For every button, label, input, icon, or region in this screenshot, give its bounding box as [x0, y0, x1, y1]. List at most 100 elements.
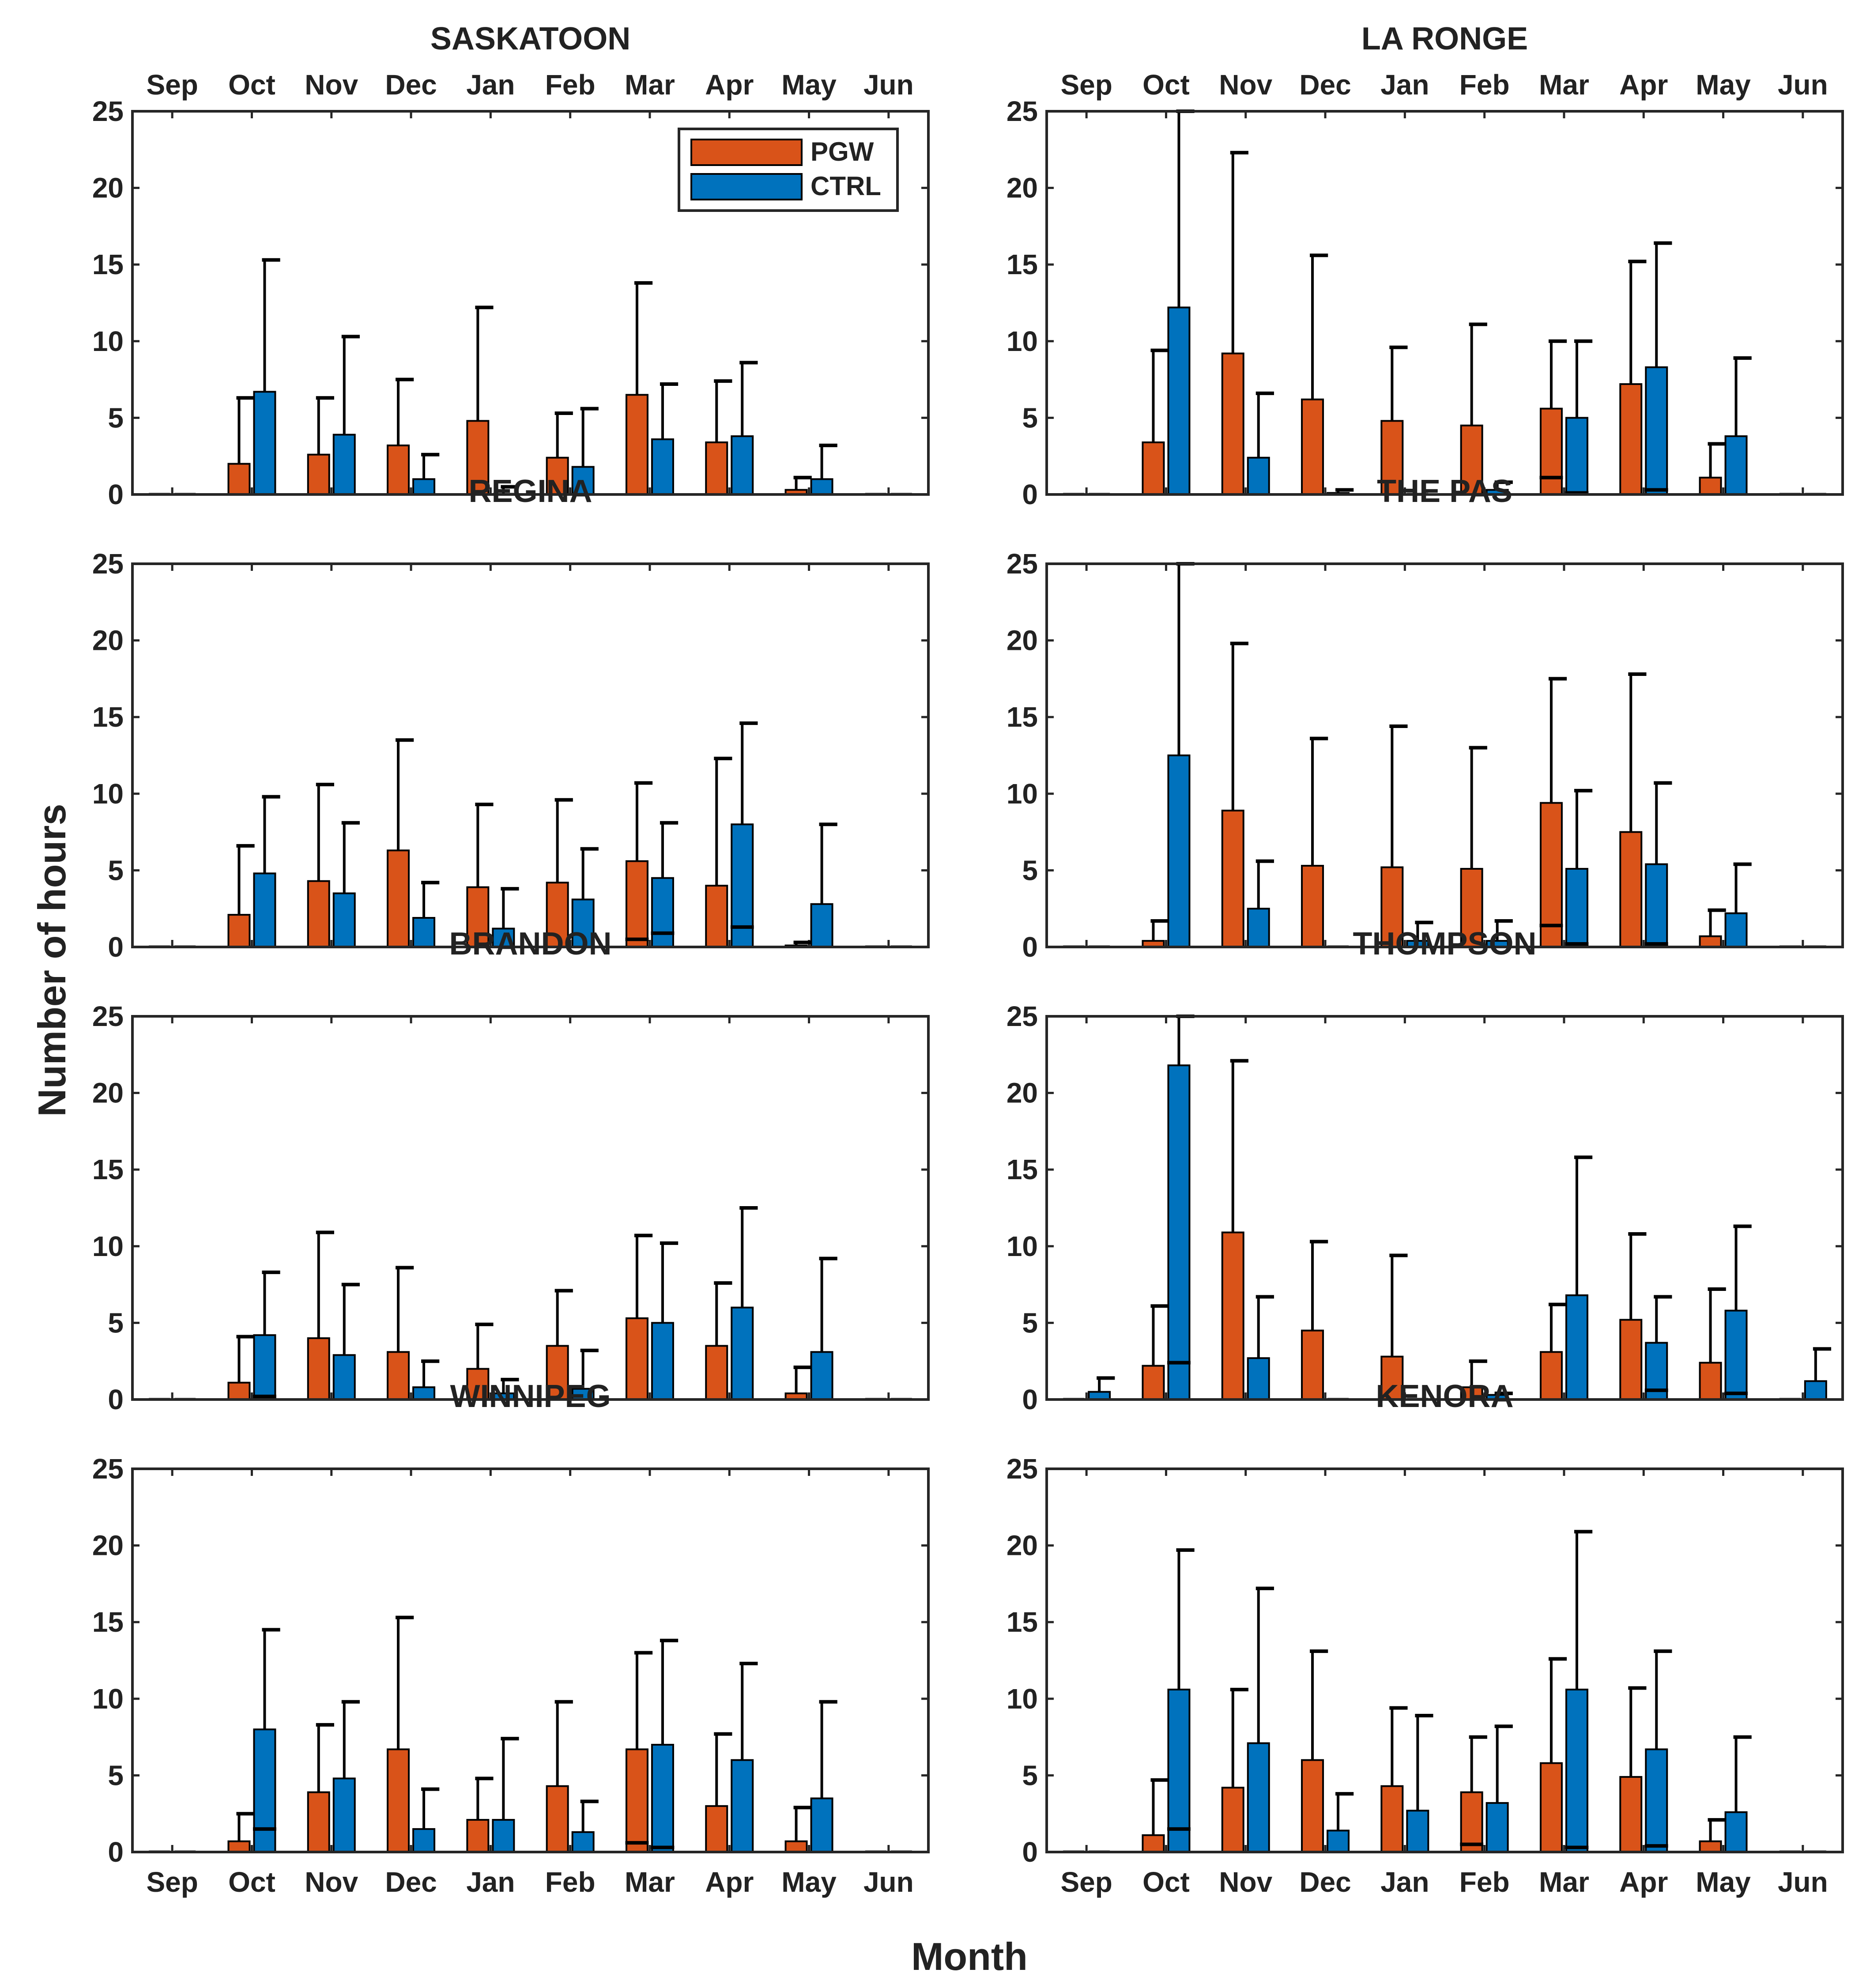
- bar-pgw: [1221, 1787, 1244, 1853]
- panel-kenora: KENORA 0 5 10 15 20 25 Sep Oct Nov Dec Jan Feb Mar Apr…: [1007, 1379, 1844, 1898]
- bar-ctrl: [651, 438, 674, 495]
- bar-ctrl: [1724, 435, 1748, 496]
- panel-title: REGINA: [468, 474, 592, 509]
- y-tick-label: 10: [1007, 778, 1038, 810]
- x-tick-label: Nov: [305, 1866, 358, 1898]
- y-tick-label: 10: [1007, 325, 1038, 357]
- bar-ctrl: [731, 1306, 754, 1400]
- x-tick-label-top: Feb: [545, 69, 596, 101]
- bar-pgw: [1699, 476, 1722, 495]
- legend-swatch-ctrl: [690, 173, 803, 200]
- bar-pgw: [1460, 1791, 1483, 1853]
- bar-ctrl: [1167, 754, 1191, 948]
- bar-pgw: [625, 1317, 648, 1400]
- x-tick-label-top: Feb: [1459, 69, 1510, 101]
- y-tick-label: 5: [108, 402, 124, 434]
- y-tick-label: 20: [1007, 1530, 1038, 1562]
- bar-ctrl: [1485, 1802, 1509, 1853]
- legend-label-pgw: PGW: [811, 137, 874, 166]
- y-tick-label: 5: [1022, 1307, 1038, 1339]
- bar-pgw: [1699, 935, 1722, 948]
- bar-ctrl: [571, 1388, 595, 1401]
- bar-pgw: [705, 441, 728, 496]
- y-tick-label: 20: [92, 1530, 124, 1562]
- bar-ctrl: [1247, 1742, 1270, 1853]
- panel-title: WINNIPEG: [450, 1379, 611, 1414]
- y-tick-label: 0: [1022, 931, 1038, 963]
- y-tick-label: 0: [108, 479, 124, 510]
- bar-ctrl: [1565, 868, 1588, 948]
- panel-title: LA RONGE: [1361, 21, 1528, 57]
- y-tick-label: 25: [92, 548, 124, 580]
- bar-pgw: [1539, 407, 1563, 495]
- panel-title: SASKATOON: [430, 21, 630, 57]
- bar-ctrl: [1327, 1830, 1350, 1853]
- x-tick-label-top: Oct: [228, 69, 275, 101]
- y-tick-label: 15: [92, 701, 124, 733]
- bar-ctrl: [1247, 908, 1270, 948]
- bar-pgw: [1539, 1762, 1563, 1853]
- bar-ctrl: [412, 1386, 436, 1401]
- y-tick-label: 10: [1007, 1230, 1038, 1262]
- panel-winnipeg: WINNIPEG 0 5 10 15 20 25 Sep Oct Nov Dec Jan Feb Mar A…: [92, 1379, 930, 1898]
- bar-pgw: [1142, 1834, 1165, 1853]
- bar-ctrl: [1645, 366, 1668, 495]
- x-tick-label-top: May: [781, 69, 837, 101]
- y-tick-label: 20: [92, 172, 124, 204]
- bar-pgw: [1301, 864, 1324, 948]
- bar-pgw: [387, 1748, 410, 1853]
- x-tick-label: Apr: [705, 1866, 754, 1898]
- y-tick-label: 0: [1022, 479, 1038, 510]
- bar-pgw: [1221, 809, 1244, 948]
- y-axis-label: Number of hours: [30, 804, 74, 1117]
- x-axis-label: Month: [911, 1935, 1028, 1978]
- x-tick-label: Sep: [1060, 1866, 1112, 1898]
- bar-ctrl: [810, 1351, 833, 1400]
- x-tick-label: May: [1696, 1866, 1751, 1898]
- y-tick-label: 5: [1022, 1759, 1038, 1791]
- x-tick-label: Mar: [1539, 1866, 1589, 1898]
- bar-ctrl: [332, 892, 356, 948]
- y-tick-label: 25: [92, 1000, 124, 1032]
- panel-the-pas: THE PAS 0 5 10 15 20 25: [1007, 474, 1844, 963]
- y-tick-label: 10: [92, 325, 124, 357]
- bar-pgw: [1301, 1329, 1324, 1401]
- x-tick-label: Feb: [545, 1866, 596, 1898]
- axes-box: [1045, 1467, 1844, 1853]
- x-tick-label: Oct: [1142, 1866, 1190, 1898]
- bar-ctrl: [1247, 1357, 1270, 1401]
- x-tick-label: Nov: [1219, 1866, 1272, 1898]
- bar-ctrl: [651, 1743, 674, 1853]
- legend: PGW CTRL: [678, 128, 899, 212]
- bar-pgw: [705, 1345, 728, 1400]
- x-tick-label-top: Jun: [863, 69, 914, 101]
- bar-ctrl: [412, 917, 436, 948]
- x-tick-label-top: Oct: [1142, 69, 1190, 101]
- bar-pgw: [1539, 1351, 1563, 1400]
- bar-ctrl: [651, 877, 674, 948]
- bar-ctrl: [412, 478, 436, 496]
- y-tick-label: 25: [1007, 548, 1038, 580]
- x-tick-label-top: Mar: [625, 69, 675, 101]
- bar-pgw: [625, 1748, 648, 1853]
- bar-pgw: [1619, 383, 1643, 495]
- x-tick-label: Oct: [228, 1866, 275, 1898]
- bar-pgw: [227, 463, 251, 496]
- bar-ctrl: [412, 1828, 436, 1853]
- x-tick-label-top: Nov: [305, 69, 358, 101]
- bar-ctrl: [1565, 417, 1588, 496]
- x-tick-label-top: Jan: [466, 69, 515, 101]
- bar-pgw: [387, 849, 410, 948]
- y-tick-label: 0: [1022, 1384, 1038, 1415]
- bar-pgw: [1619, 1776, 1643, 1853]
- axes-box: [1045, 1015, 1844, 1401]
- y-tick-label: 0: [108, 931, 124, 963]
- y-tick-label: 5: [1022, 402, 1038, 434]
- x-tick-label-top: Apr: [705, 69, 754, 101]
- bar-pgw: [1619, 1319, 1643, 1401]
- bar-ctrl: [810, 1797, 833, 1853]
- y-tick-label: 15: [1007, 1606, 1038, 1638]
- x-tick-label: Sep: [146, 1866, 198, 1898]
- panel-thompson: THOMPSON 0 5 10 15 20 25: [1007, 926, 1844, 1415]
